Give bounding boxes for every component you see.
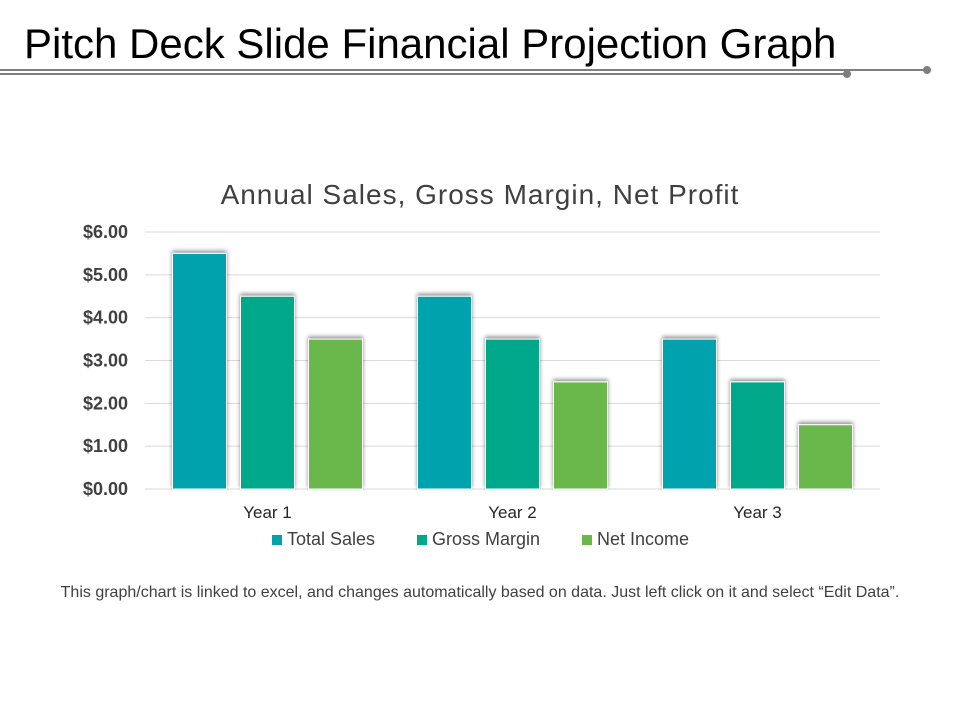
bar: [662, 338, 717, 490]
bar: [798, 424, 853, 490]
bar: [172, 252, 227, 490]
chart-legend: Total Sales Gross Margin Net Income: [272, 529, 689, 549]
y-tick-label: $2.00: [83, 393, 128, 413]
y-tick-label: $0.00: [83, 479, 128, 499]
legend-label: Gross Margin: [432, 529, 540, 549]
title-divider-dot-left: [843, 70, 851, 78]
x-category-label: Year 1: [243, 503, 292, 522]
bar: [485, 338, 540, 490]
bar: [308, 338, 363, 490]
x-category-label: Year 3: [733, 503, 782, 522]
y-axis-tick-labels: $0.00 $1.00 $2.00 $3.00 $4.00 $5.00 $6.00: [83, 222, 128, 499]
legend-swatch: [272, 535, 282, 545]
title-divider-dot-right: [923, 66, 931, 74]
bar: [417, 295, 472, 490]
bar: [553, 381, 608, 490]
bar: [240, 295, 295, 490]
title-divider: [0, 66, 931, 78]
y-tick-label: $1.00: [83, 436, 128, 456]
x-axis-category-labels: Year 1 Year 2 Year 3: [243, 503, 782, 522]
y-tick-label: $4.00: [83, 308, 128, 328]
legend-label: Total Sales: [287, 529, 375, 549]
chart-footnote: This graph/chart is linked to excel, and…: [60, 584, 900, 601]
chart-bars: [172, 252, 853, 490]
financial-projection-chart[interactable]: Annual Sales, Gross Margin, Net Profit $…: [0, 160, 960, 570]
y-tick-label: $3.00: [83, 351, 128, 371]
y-tick-label: $6.00: [83, 222, 128, 242]
legend-label: Net Income: [597, 529, 689, 549]
slide-title: Pitch Deck Slide Financial Projection Gr…: [24, 20, 837, 67]
y-tick-label: $5.00: [83, 265, 128, 285]
chart-title: Annual Sales, Gross Margin, Net Profit: [221, 179, 740, 210]
x-category-label: Year 2: [488, 503, 537, 522]
bar: [730, 381, 785, 490]
legend-swatch: [417, 535, 427, 545]
legend-swatch: [582, 535, 592, 545]
